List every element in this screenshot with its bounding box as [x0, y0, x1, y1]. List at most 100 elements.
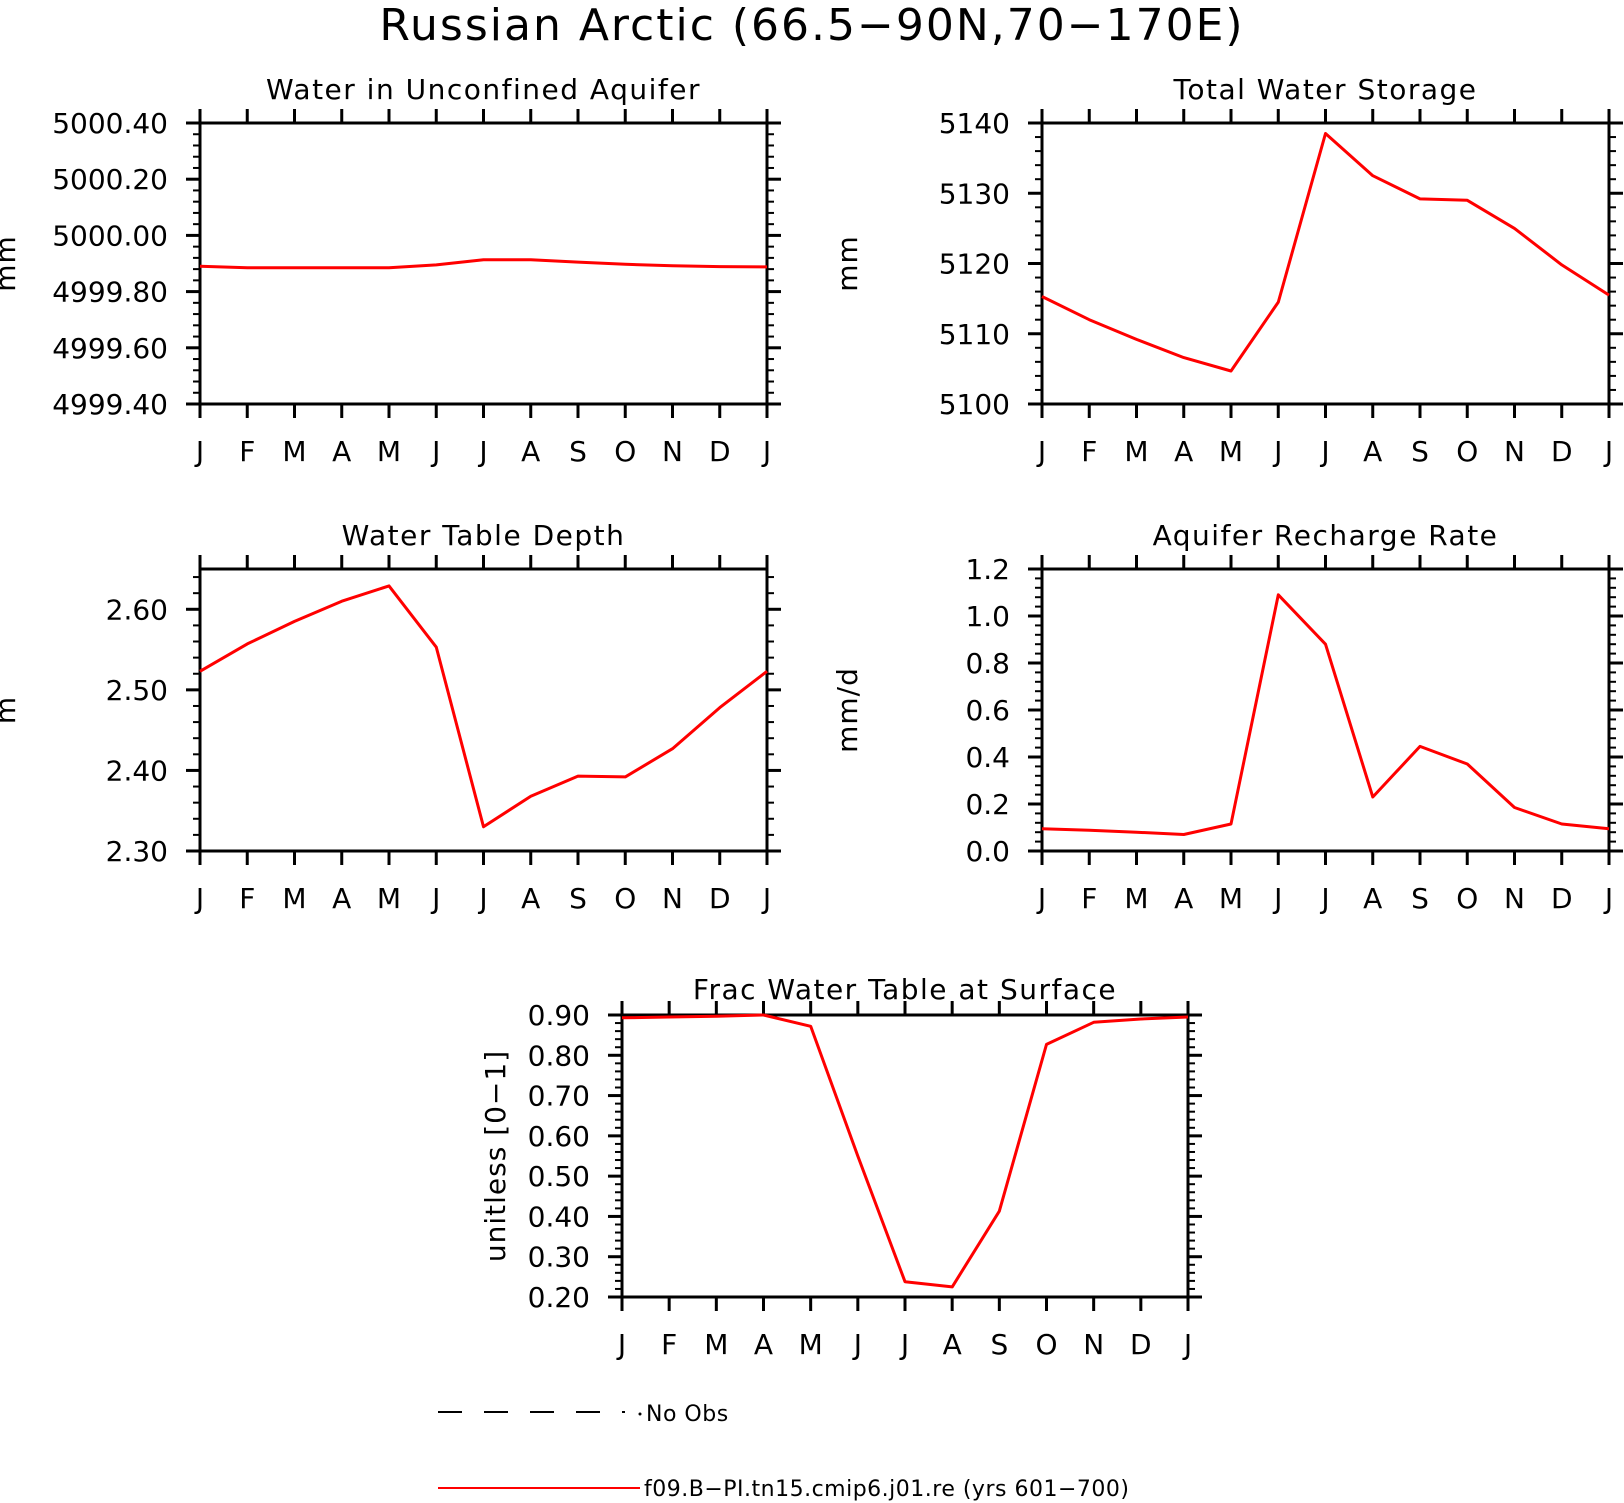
plot-frame: [1040, 121, 1611, 406]
legend-marker-dot: [638, 1412, 642, 1416]
x-tick-label: J: [899, 1328, 909, 1361]
x-tick-label: M: [1124, 435, 1148, 468]
x-tick-label: M: [377, 882, 401, 915]
x-tick-label: J: [477, 882, 487, 915]
y-axis-label: mm: [0, 235, 22, 292]
model-series-line: [621, 1013, 1189, 1289]
panel-title: Water Table Depth: [342, 519, 626, 552]
x-tick-label: F: [661, 1328, 677, 1361]
y-tick-label: 1.0: [965, 600, 1010, 633]
x-tick-label: D: [1130, 1328, 1152, 1361]
panel-title: Aquifer Recharge Rate: [1153, 519, 1499, 552]
x-tick-label: A: [943, 1328, 962, 1361]
x-tick-label: M: [1219, 882, 1243, 915]
y-tick-label: 2.50: [106, 674, 168, 707]
x-tick-label: A: [521, 435, 540, 468]
y-tick-label: 0.0: [965, 835, 1010, 868]
x-tick-label: A: [521, 882, 540, 915]
plot-frame: [198, 121, 769, 406]
x-tick-label: M: [1219, 435, 1243, 468]
y-tick-label: 2.30: [106, 835, 168, 868]
x-tick-label: J: [761, 882, 771, 915]
x-tick-label: A: [754, 1328, 773, 1361]
x-tick-label: J: [1319, 435, 1329, 468]
y-axis-label: mm: [831, 235, 864, 292]
y-tick-label: 0.2: [965, 788, 1010, 821]
x-tick-label: D: [1551, 435, 1573, 468]
x-tick-label: F: [239, 882, 255, 915]
x-tick-label: N: [662, 882, 683, 915]
x-tick-label: M: [377, 435, 401, 468]
y-tick-label: 4999.60: [52, 332, 168, 365]
y-tick-label: 2.60: [106, 593, 168, 626]
chart-panel-5: J F M A M J J A S O N D J0.200.300.400.500.600.700.8…: [479, 973, 1202, 1361]
x-tick-label: N: [1083, 1328, 1104, 1361]
x-tick-label: J: [1036, 882, 1046, 915]
x-tick-label: M: [704, 1328, 728, 1361]
x-tick-label: D: [709, 435, 731, 468]
model-series-line: [1041, 593, 1610, 836]
y-tick-label: 0.8: [965, 647, 1010, 680]
x-tick-label: J: [1603, 435, 1613, 468]
y-tick-label: 5110: [939, 318, 1010, 351]
x-tick-label: M: [282, 435, 306, 468]
legend-label-no-obs: No Obs: [646, 1402, 729, 1427]
y-tick-label: 5140: [939, 107, 1010, 140]
x-tick-label: A: [1363, 435, 1382, 468]
x-tick-label: F: [1081, 882, 1097, 915]
y-tick-label: 0.50: [528, 1160, 590, 1193]
x-tick-label: O: [1456, 435, 1478, 468]
y-axis-label: m: [0, 696, 22, 724]
panel-title: Total Water Storage: [1172, 73, 1477, 106]
x-tick-label: S: [990, 1328, 1008, 1361]
x-tick-label: N: [1504, 882, 1525, 915]
x-tick-label: A: [1174, 435, 1193, 468]
x-tick-label: J: [194, 435, 204, 468]
y-tick-label: 2.40: [106, 754, 168, 787]
x-tick-label: J: [1319, 882, 1329, 915]
x-tick-label: J: [1272, 435, 1282, 468]
x-tick-label: J: [430, 435, 440, 468]
panel-title: Water in Unconfined Aquifer: [266, 73, 701, 106]
y-tick-label: 0.90: [528, 999, 590, 1032]
x-tick-label: J: [194, 882, 204, 915]
plot-frame: [198, 567, 769, 853]
y-tick-label: 0.20: [528, 1281, 590, 1314]
y-axis-label: mm/d: [831, 667, 864, 753]
y-tick-label: 5100: [939, 388, 1010, 421]
x-tick-label: A: [332, 435, 351, 468]
y-tick-label: 5000.20: [52, 163, 168, 196]
x-tick-label: F: [239, 435, 255, 468]
x-tick-label: J: [430, 882, 440, 915]
y-tick-label: 0.30: [528, 1241, 590, 1274]
x-tick-label: F: [1081, 435, 1097, 468]
y-tick-label: 0.4: [965, 741, 1010, 774]
chart-panel-1: J F M A M J J A S O N D J4999.404999.604999.805000.0…: [0, 73, 781, 468]
plot-frame: [1040, 567, 1611, 853]
model-series-line: [1041, 132, 1610, 373]
y-axis-label: unitless [0−1]: [479, 1050, 512, 1262]
page-title: Russian Arctic (66.5−90N,70−170E): [379, 0, 1245, 51]
plot-frame: [620, 1013, 1190, 1299]
y-tick-label: 0.6: [965, 694, 1010, 727]
y-tick-label: 0.40: [528, 1200, 590, 1233]
y-tick-label: 5120: [939, 248, 1010, 281]
x-tick-label: J: [1272, 882, 1282, 915]
x-tick-label: J: [477, 435, 487, 468]
x-tick-label: A: [1363, 882, 1382, 915]
x-tick-label: M: [799, 1328, 823, 1361]
legend-label-model: f09.B−PI.tn15.cmip6.j01.re (yrs 601−700): [644, 1477, 1129, 1502]
y-tick-label: 0.70: [528, 1080, 590, 1113]
y-tick-label: 5130: [939, 177, 1010, 210]
y-tick-label: 0.60: [528, 1120, 590, 1153]
x-tick-label: O: [614, 882, 636, 915]
x-tick-label: J: [761, 435, 771, 468]
x-tick-label: S: [1411, 435, 1429, 468]
x-tick-label: D: [709, 882, 731, 915]
y-tick-label: 0.80: [528, 1039, 590, 1072]
model-series-line: [199, 258, 768, 270]
y-tick-label: 5000.00: [52, 219, 168, 252]
